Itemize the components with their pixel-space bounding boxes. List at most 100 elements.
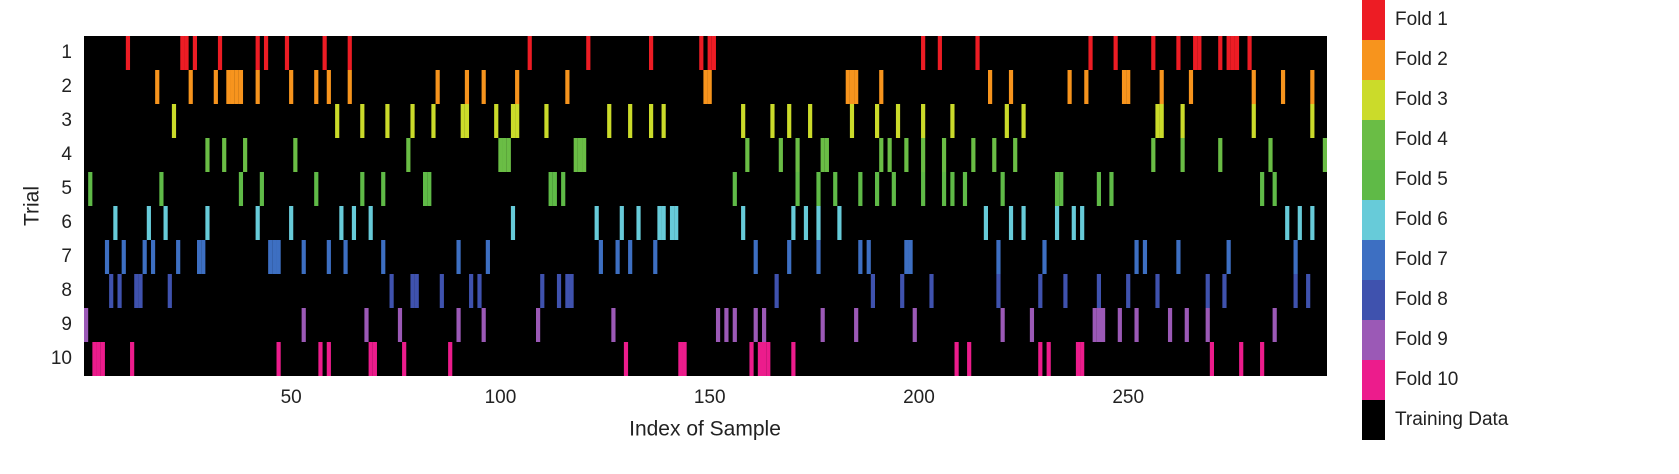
test-cell — [360, 104, 365, 138]
test-cell — [485, 240, 490, 274]
test-cell — [741, 104, 746, 138]
legend-label: Fold 7 — [1395, 249, 1448, 270]
test-cell — [791, 206, 796, 240]
test-cell — [410, 274, 415, 308]
test-cell — [1000, 308, 1005, 342]
test-cell — [1167, 308, 1173, 342]
test-cell — [816, 240, 821, 274]
test-cell — [732, 308, 737, 342]
legend-swatch — [1362, 120, 1385, 160]
test-cell — [582, 138, 587, 172]
test-cell — [565, 70, 570, 104]
test-cell — [402, 342, 407, 376]
test-cell — [230, 70, 235, 104]
test-cell — [464, 70, 470, 104]
test-cell — [381, 240, 386, 274]
test-cell — [912, 308, 917, 342]
test-cell — [1126, 274, 1131, 308]
test-cell — [561, 172, 566, 206]
test-cell — [360, 172, 365, 206]
legend-swatch — [1362, 40, 1385, 80]
test-cell — [1205, 308, 1210, 342]
y-tick-label: 9 — [61, 314, 72, 335]
test-cell — [201, 240, 206, 274]
test-cell — [908, 240, 913, 274]
test-cell — [1247, 36, 1252, 70]
test-cell — [213, 70, 218, 104]
test-cell — [1117, 308, 1122, 342]
test-cell — [795, 138, 800, 172]
test-cell — [816, 206, 821, 240]
test-cell — [435, 70, 440, 104]
test-cell — [623, 342, 629, 376]
test-cell — [456, 308, 461, 342]
test-cell — [1176, 36, 1181, 70]
test-cell — [1176, 240, 1181, 274]
test-cell — [238, 70, 244, 104]
test-cell — [1063, 274, 1068, 308]
test-cell — [314, 70, 319, 104]
test-cell — [1184, 308, 1189, 342]
test-cell — [515, 70, 520, 104]
test-cell — [732, 172, 737, 206]
test-cell — [715, 308, 721, 342]
test-cell — [1134, 308, 1139, 342]
test-cell — [1218, 138, 1223, 172]
test-cell — [657, 206, 662, 240]
test-cell — [1021, 206, 1026, 240]
test-cell — [217, 36, 223, 70]
test-cell — [1272, 172, 1277, 206]
test-cell — [1151, 36, 1156, 70]
test-cell — [950, 172, 955, 206]
test-cell — [762, 308, 767, 342]
test-cell — [536, 308, 541, 342]
test-cell — [347, 70, 352, 104]
test-cell — [326, 70, 331, 104]
test-cell — [150, 240, 156, 274]
test-cell — [456, 240, 461, 274]
test-cell — [163, 206, 168, 240]
test-cell — [464, 104, 470, 138]
test-cell — [1038, 342, 1043, 376]
y-tick-label: 1 — [61, 42, 72, 63]
test-cell — [573, 138, 578, 172]
test-cell — [1234, 36, 1240, 70]
test-cell — [1008, 206, 1014, 240]
test-cell — [774, 274, 779, 308]
test-cell — [611, 308, 616, 342]
test-cell — [109, 274, 114, 308]
test-cell — [197, 240, 202, 274]
legend-label: Fold 3 — [1395, 89, 1448, 110]
test-cell — [565, 274, 570, 308]
test-cell — [954, 342, 959, 376]
legend-label: Fold 2 — [1395, 49, 1448, 70]
test-cell — [854, 308, 859, 342]
test-cell — [335, 104, 340, 138]
test-cell — [510, 104, 516, 138]
test-cell — [460, 104, 465, 138]
test-cell — [167, 274, 172, 308]
legend-swatch — [1362, 80, 1385, 120]
test-cell — [381, 172, 386, 206]
test-cell — [192, 36, 197, 70]
test-cell — [318, 342, 323, 376]
test-cell — [870, 274, 875, 308]
test-cell — [142, 240, 147, 274]
test-cell — [808, 104, 813, 138]
test-cell — [745, 138, 750, 172]
test-cell — [699, 36, 704, 70]
test-cell — [682, 342, 687, 376]
test-cell — [1021, 104, 1026, 138]
test-cell — [661, 104, 666, 138]
legend-swatch — [1362, 360, 1385, 400]
test-cell — [289, 70, 294, 104]
test-cell — [263, 36, 269, 70]
test-cell — [255, 70, 260, 104]
test-cell — [104, 240, 110, 274]
test-cell — [628, 104, 633, 138]
test-cell — [1038, 274, 1043, 308]
test-cell — [343, 240, 348, 274]
test-cell — [469, 274, 474, 308]
test-cell — [385, 104, 390, 138]
test-cell — [1042, 240, 1047, 274]
